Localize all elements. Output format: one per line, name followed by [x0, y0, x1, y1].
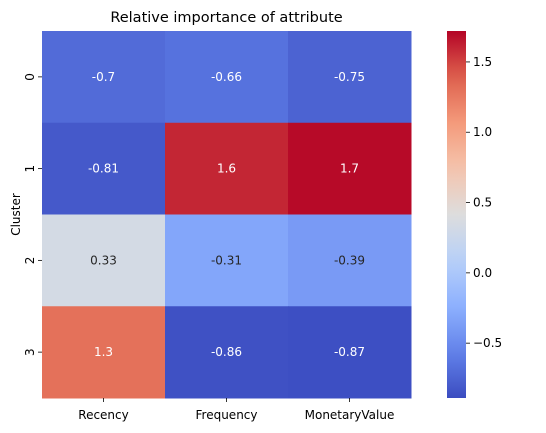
cell-value-label: -0.86 [211, 345, 242, 359]
cell-value-label: -0.81 [88, 162, 119, 176]
y-axis-title: Cluster [9, 193, 23, 236]
heatmap-cell [288, 31, 412, 124]
heatmap-cell [42, 214, 166, 307]
colorbar: 1.5 1.0 0.5 0.0 −0.5 [447, 31, 502, 398]
y-axis-ticks: 0 1 2 3 [23, 73, 42, 356]
colorbar-gradient [447, 31, 466, 398]
cell-value-label: -0.66 [211, 70, 242, 84]
y-tick-label: 1 [23, 165, 37, 173]
cell-value-label: 1.3 [94, 345, 113, 359]
heatmap-cells: -0.7 -0.66 -0.75 -0.81 1.6 1.7 0.33 -0.31 -0.39 1… [42, 31, 412, 399]
cell-value-label: -0.39 [334, 253, 365, 267]
cell-value-label: -0.7 [92, 70, 115, 84]
colorbar-tick-label: 0.0 [473, 266, 492, 280]
cell-value-label: 0.33 [90, 253, 117, 267]
cell-value-label: 1.6 [217, 162, 236, 176]
y-tick-label: 0 [23, 73, 37, 81]
heatmap-cell [288, 306, 412, 399]
x-tick-label: MonetaryValue [305, 408, 395, 422]
chart-title: Relative importance of attribute [110, 10, 342, 26]
cell-value-label: -0.75 [334, 70, 365, 84]
heatmap-cell [42, 306, 166, 399]
heatmap-cell [288, 214, 412, 307]
heatmap-cell [288, 122, 412, 215]
heatmap-cell [165, 122, 289, 215]
y-tick-label: 2 [23, 257, 37, 265]
x-tick-label: Frequency [196, 408, 258, 422]
heatmap-cell [165, 31, 289, 124]
colorbar-tick-label: 1.0 [473, 125, 492, 139]
heatmap-cell [165, 214, 289, 307]
cell-value-label: -0.31 [211, 253, 242, 267]
cell-value-label: -0.87 [334, 345, 365, 359]
heatmap-cell [42, 122, 166, 215]
heatmap-cell [42, 31, 166, 124]
x-axis-ticks: Recency Frequency MonetaryValue [78, 398, 394, 422]
heatmap-cell [165, 306, 289, 399]
y-tick-label: 3 [23, 348, 37, 356]
colorbar-tick-label: −0.5 [473, 336, 502, 350]
colorbar-tick-label: 0.5 [473, 196, 492, 210]
cell-value-label: 1.7 [340, 162, 359, 176]
colorbar-tick-label: 1.5 [473, 55, 492, 69]
x-tick-label: Recency [78, 408, 128, 422]
